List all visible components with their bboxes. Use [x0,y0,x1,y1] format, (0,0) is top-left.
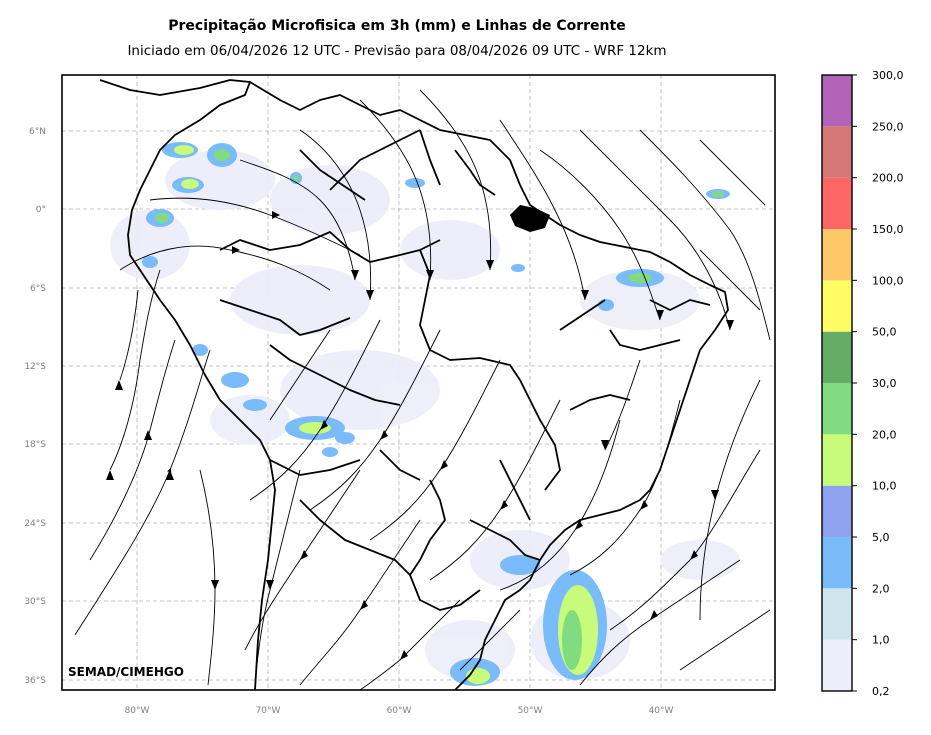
colorbar-label: 50,0 [872,326,897,339]
colorbar-swatch [822,126,852,178]
lon-tick-label: 40°W [649,706,674,716]
amazon-delta [510,205,550,232]
colorbar-swatch [822,383,852,435]
lat-tick-label: 0° [36,205,46,215]
colorbar-swatch [822,537,852,589]
country-borders [99,79,729,690]
lat-tick-label: 30°S [24,597,46,607]
lon-tick-label: 50°W [518,706,543,716]
map-panel: SEMAD/CIMEHGO [62,75,775,690]
colorbar: 0,2 1,0 2,0 5,0 10,0 20,0 30,0 50,0 100,0 150,0 20… [821,69,904,698]
colorbar-swatch [822,485,852,537]
lon-tick-label: 60°W [387,706,412,716]
colorbar-swatch [822,588,852,640]
lat-tick-label: 36°S [24,676,46,686]
colorbar-swatch [822,177,852,229]
lon-tick-label: 80°W [125,706,150,716]
map-title: Precipitação Microfisica em 3h (mm) e Li… [168,18,626,34]
lat-tick-labels: 6°N 0° 6°S 12°S 18°S 24°S 30°S 36°S [24,127,46,686]
colorbar-label: 20,0 [872,428,897,441]
colorbar-swatch [822,75,852,127]
map-subtitle: Iniciado em 06/04/2026 12 UTC - Previsão… [127,43,667,59]
colorbar-swatch [822,280,852,332]
map-frame [61,74,776,691]
watermark: SEMAD/CIMEHGO [68,665,184,679]
precip-light-areas [110,150,740,680]
lat-tick-label: 6°S [30,284,46,294]
colorbar-label: 10,0 [872,480,897,493]
lon-tick-labels: 80°W 70°W 60°W 50°W 40°W [125,706,674,716]
colorbar-swatch [822,229,852,281]
colorbar-swatch [822,331,852,383]
colorbar-label: 250,0 [872,120,904,133]
colorbar-swatch [822,639,852,691]
colorbar-label: 0,2 [872,685,890,698]
colorbar-label: 1,0 [872,634,890,647]
precip-cells [142,142,730,686]
lat-tick-label: 6°N [29,127,46,137]
lat-tick-label: 18°S [24,440,46,450]
lat-tick-label: 24°S [24,519,46,529]
colorbar-swatch [822,434,852,486]
colorbar-label: 200,0 [872,172,904,185]
streamline-arrows [106,211,734,660]
colorbar-label: 300,0 [872,69,904,82]
lat-tick-label: 12°S [24,362,46,372]
colorbar-label: 150,0 [872,223,904,236]
colorbar-label: 5,0 [872,531,890,544]
lon-tick-label: 70°W [256,706,281,716]
colorbar-label: 2,0 [872,582,890,595]
colorbar-label: 30,0 [872,377,897,390]
colorbar-label: 100,0 [872,274,904,287]
